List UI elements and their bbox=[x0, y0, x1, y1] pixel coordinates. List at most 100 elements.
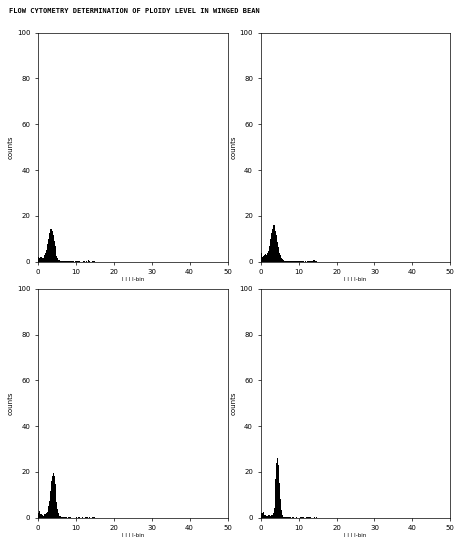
X-axis label: I I I I-bin: I I I I-bin bbox=[345, 277, 366, 282]
Bar bbox=[300, 517, 301, 518]
Bar bbox=[42, 514, 43, 518]
Bar bbox=[273, 508, 274, 518]
Bar bbox=[61, 517, 62, 518]
Bar bbox=[268, 251, 269, 262]
Bar bbox=[54, 241, 55, 262]
Bar bbox=[92, 261, 93, 262]
Bar bbox=[59, 516, 60, 518]
Bar bbox=[306, 517, 307, 518]
Bar bbox=[39, 511, 40, 518]
Text: (e): (e) bbox=[126, 303, 139, 313]
Bar bbox=[57, 509, 58, 518]
Bar bbox=[269, 246, 270, 262]
Bar bbox=[274, 227, 275, 262]
Bar bbox=[41, 257, 42, 262]
Bar bbox=[50, 491, 51, 518]
Bar bbox=[40, 514, 41, 518]
Bar bbox=[62, 261, 63, 262]
Bar bbox=[46, 513, 47, 518]
Bar bbox=[43, 258, 44, 262]
Bar bbox=[266, 255, 267, 262]
Bar bbox=[57, 258, 58, 262]
Bar bbox=[286, 261, 287, 262]
Bar bbox=[63, 517, 64, 518]
Bar bbox=[279, 483, 280, 518]
Bar bbox=[287, 261, 288, 262]
Bar bbox=[58, 513, 59, 518]
Bar bbox=[46, 250, 47, 262]
Bar bbox=[285, 261, 286, 262]
Bar bbox=[43, 516, 44, 518]
Bar bbox=[94, 517, 95, 518]
Bar bbox=[277, 458, 278, 518]
Bar bbox=[263, 257, 264, 262]
Bar bbox=[50, 229, 51, 262]
Bar bbox=[60, 261, 61, 262]
Bar bbox=[60, 516, 61, 518]
Bar bbox=[38, 257, 39, 262]
Bar bbox=[301, 517, 302, 518]
Bar bbox=[303, 517, 304, 518]
Y-axis label: counts: counts bbox=[8, 391, 14, 415]
Bar bbox=[55, 494, 56, 518]
Bar bbox=[261, 253, 262, 262]
Bar bbox=[282, 515, 283, 518]
Bar bbox=[264, 514, 265, 518]
Bar bbox=[280, 499, 281, 518]
Bar bbox=[51, 481, 52, 518]
Bar bbox=[45, 253, 46, 262]
X-axis label: I I I I-bin: I I I I-bin bbox=[122, 533, 144, 538]
Bar bbox=[268, 516, 269, 518]
Bar bbox=[281, 510, 282, 518]
Bar bbox=[286, 517, 287, 518]
Bar bbox=[265, 254, 266, 262]
Bar bbox=[40, 257, 41, 262]
Bar bbox=[51, 229, 52, 262]
Bar bbox=[272, 229, 273, 262]
Bar bbox=[49, 501, 50, 518]
Bar bbox=[279, 253, 280, 262]
Bar bbox=[41, 514, 42, 518]
Bar bbox=[274, 495, 275, 518]
Bar bbox=[264, 256, 265, 262]
Bar bbox=[49, 233, 50, 262]
Bar bbox=[291, 261, 292, 262]
Bar bbox=[278, 247, 279, 262]
Bar bbox=[262, 513, 263, 518]
Bar bbox=[270, 516, 271, 518]
Bar bbox=[52, 476, 53, 518]
Bar bbox=[284, 261, 285, 262]
Bar bbox=[48, 239, 49, 262]
Bar bbox=[38, 513, 39, 518]
Bar bbox=[265, 516, 266, 518]
Bar bbox=[273, 225, 274, 262]
Bar bbox=[275, 231, 276, 262]
Bar bbox=[271, 233, 272, 262]
Bar bbox=[45, 514, 46, 518]
Bar bbox=[47, 244, 48, 262]
Bar bbox=[61, 261, 62, 262]
Bar bbox=[281, 258, 282, 262]
Bar bbox=[44, 514, 45, 518]
Bar bbox=[277, 242, 278, 262]
Bar bbox=[56, 256, 57, 262]
Text: FLOW CYTOMETRY DETERMINATION OF PLOIDY LEVEL IN WINGED BEAN: FLOW CYTOMETRY DETERMINATION OF PLOIDY L… bbox=[9, 8, 260, 14]
Bar bbox=[267, 253, 268, 262]
Bar bbox=[44, 255, 45, 262]
Y-axis label: counts: counts bbox=[231, 391, 237, 415]
Bar bbox=[86, 261, 87, 262]
Bar bbox=[283, 517, 284, 518]
Bar bbox=[53, 235, 54, 262]
Bar bbox=[267, 516, 268, 518]
Bar bbox=[276, 235, 277, 262]
Bar bbox=[262, 257, 263, 262]
Bar bbox=[283, 260, 284, 262]
Bar bbox=[56, 502, 57, 518]
Bar bbox=[53, 473, 54, 518]
Bar bbox=[275, 479, 276, 518]
Bar bbox=[55, 252, 56, 262]
Bar bbox=[54, 476, 55, 518]
Bar bbox=[278, 465, 279, 518]
Y-axis label: counts: counts bbox=[231, 135, 237, 159]
Bar bbox=[302, 517, 303, 518]
